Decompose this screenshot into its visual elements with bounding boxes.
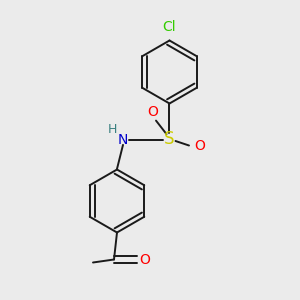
Text: Cl: Cl <box>163 20 176 34</box>
Text: O: O <box>148 106 158 119</box>
Text: N: N <box>118 133 128 146</box>
Text: O: O <box>140 253 150 266</box>
Text: S: S <box>164 130 175 148</box>
Text: H: H <box>108 123 117 136</box>
Text: O: O <box>194 139 205 152</box>
